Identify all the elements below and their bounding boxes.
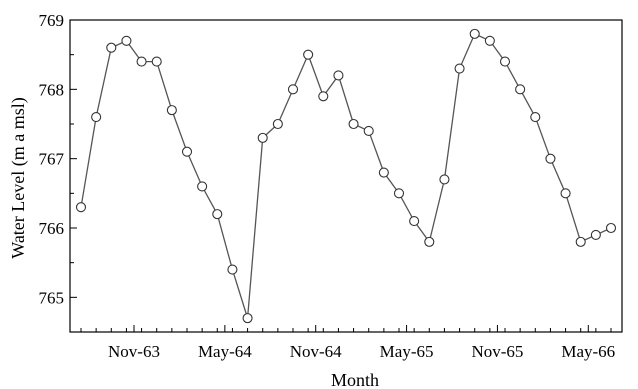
data-point xyxy=(181,146,193,157)
data-point xyxy=(378,167,389,178)
data-point xyxy=(590,229,601,240)
data-point xyxy=(197,181,208,192)
data-point xyxy=(363,125,374,136)
y-axis-ticks: 765 766 767 768 769 xyxy=(39,11,77,333)
data-point xyxy=(393,188,405,199)
data-point xyxy=(515,84,526,95)
axes xyxy=(69,19,623,333)
data-point xyxy=(136,56,147,67)
x-tick-label: May-66 xyxy=(561,342,615,361)
data-point xyxy=(575,236,586,247)
x-tick-label: May-64 xyxy=(198,342,252,361)
data-point xyxy=(409,216,420,227)
data-point xyxy=(333,70,344,81)
data-point xyxy=(91,112,102,123)
series-group xyxy=(75,28,617,324)
x-tick-label: Nov-63 xyxy=(108,342,160,361)
x-axis-label: Month xyxy=(331,370,379,389)
data-point xyxy=(227,264,238,275)
y-tick-label: 769 xyxy=(39,11,65,30)
data-point xyxy=(484,35,495,46)
data-point xyxy=(257,132,268,143)
plot-frame xyxy=(69,19,623,333)
data-point xyxy=(303,49,314,60)
data-point xyxy=(287,84,299,95)
data-point xyxy=(212,209,223,220)
data-point xyxy=(424,236,435,247)
data-point xyxy=(106,42,117,53)
x-tick-label: Nov-64 xyxy=(290,342,342,361)
series-line xyxy=(80,33,612,319)
x-axis-ticks: Nov-63 May-64 Nov-64 May-65 Nov-65 May-66 xyxy=(80,325,615,361)
y-tick-label: 765 xyxy=(39,288,65,307)
data-point xyxy=(454,63,465,74)
data-point xyxy=(605,222,617,234)
data-point xyxy=(545,153,556,164)
data-point xyxy=(348,118,359,130)
x-tick-label: Nov-65 xyxy=(471,342,523,361)
y-tick-label: 767 xyxy=(39,150,65,169)
data-point xyxy=(318,91,329,102)
data-point xyxy=(530,112,541,123)
data-point xyxy=(499,56,511,67)
y-tick-label: 766 xyxy=(39,219,65,238)
data-point xyxy=(439,174,450,185)
data-point xyxy=(75,202,87,213)
data-point xyxy=(469,28,480,39)
data-point xyxy=(272,118,283,130)
y-tick-label: 768 xyxy=(39,80,65,99)
data-point xyxy=(166,105,177,116)
y-axis-label: Water Level (m a msl) xyxy=(8,97,29,258)
data-point xyxy=(560,188,571,199)
x-tick-label: May-65 xyxy=(380,342,434,361)
data-point xyxy=(242,313,253,324)
data-point xyxy=(151,56,162,67)
data-point xyxy=(121,35,132,46)
